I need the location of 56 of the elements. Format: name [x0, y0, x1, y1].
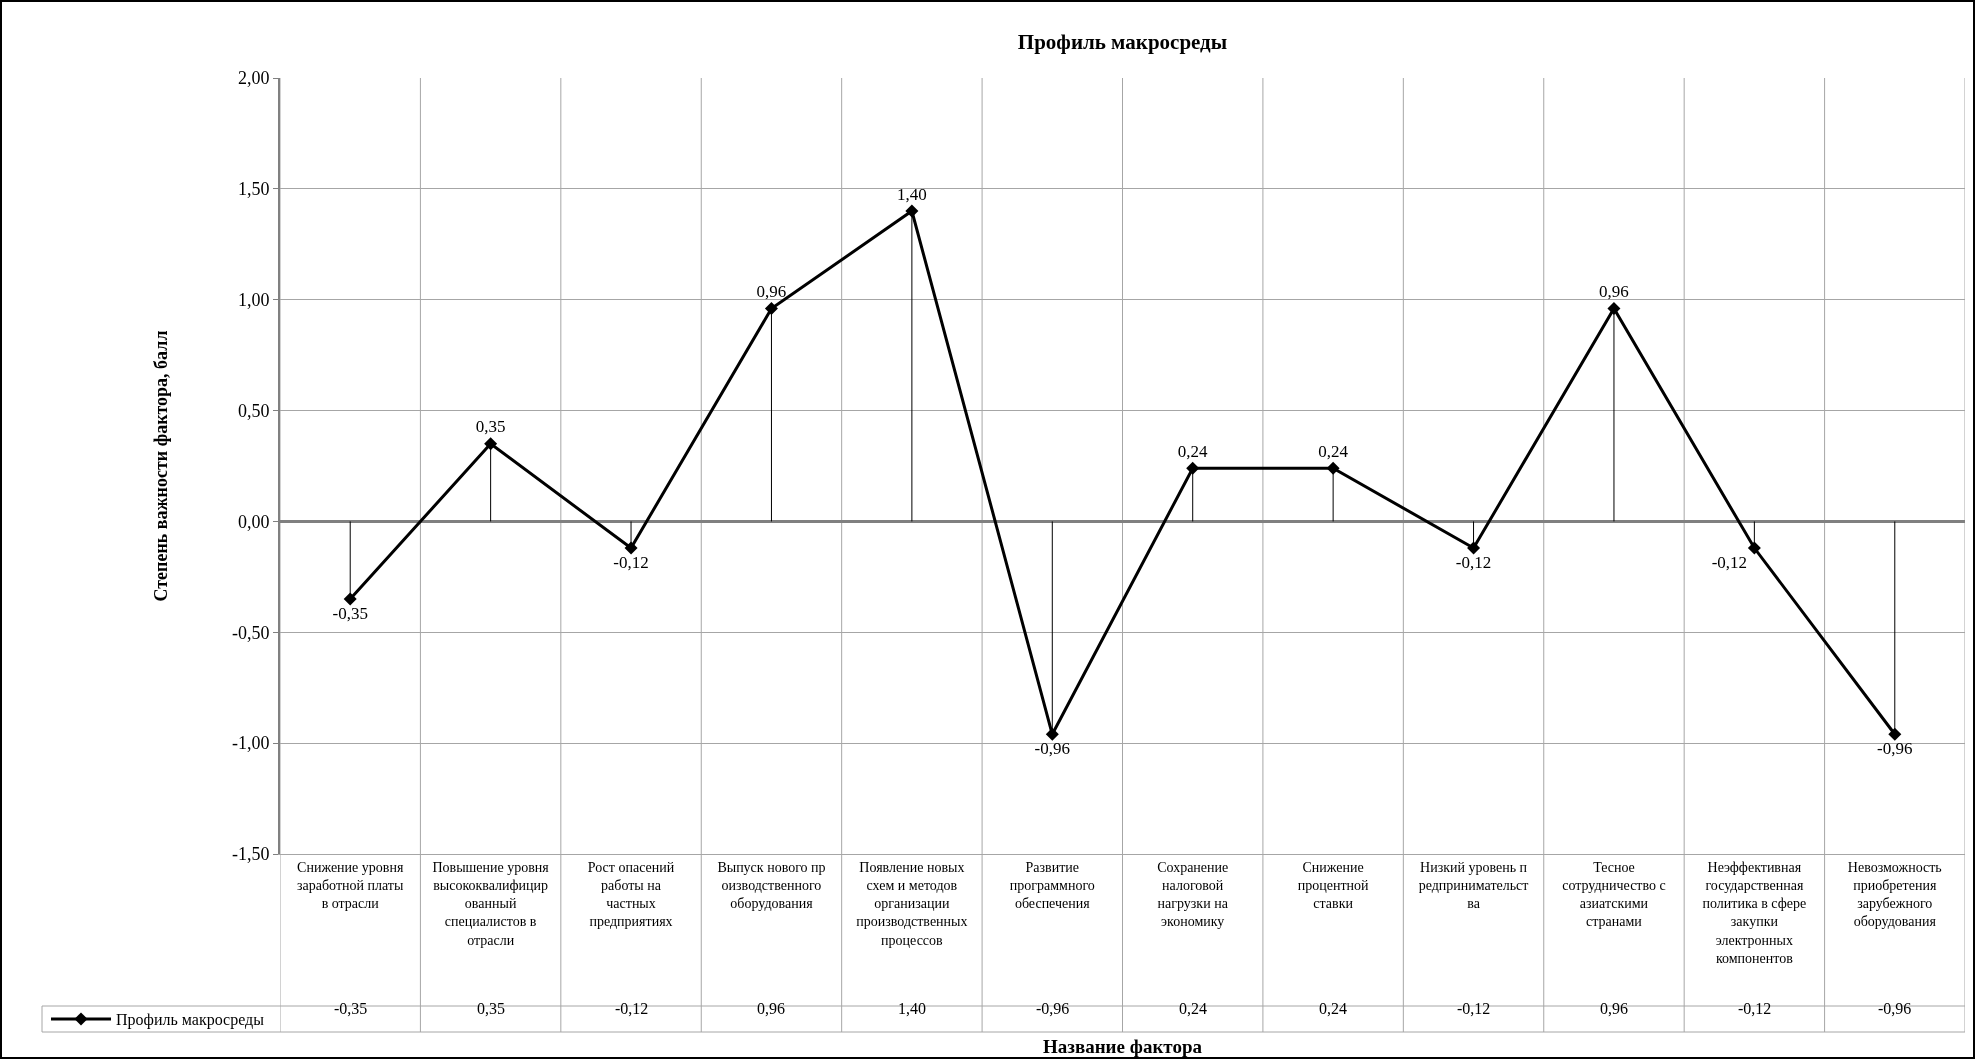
y-axis-title: Степень важности фактора, балл	[150, 330, 171, 602]
y-tick-label: 1,00	[237, 290, 270, 311]
x-tick-label: Снижение процентной ставки	[1297, 859, 1370, 912]
point	[1888, 727, 1902, 741]
point	[1747, 541, 1761, 555]
text: 0,96	[756, 282, 787, 302]
chart-title: Профиль макросреды	[1017, 30, 1228, 55]
data-label: -0,96	[1878, 1000, 1912, 1017]
text: -0,35	[332, 604, 368, 624]
y-tick-label: -0,50	[231, 622, 270, 643]
point	[343, 592, 357, 606]
text: Название фактора	[1043, 1036, 1203, 1057]
data-label: -0,12	[615, 1000, 649, 1017]
data-label: -0,96	[1036, 1000, 1070, 1017]
text: -0,96	[1034, 739, 1070, 759]
y-tick-label: -1,00	[231, 733, 270, 754]
point	[1045, 727, 1059, 741]
y-tick-label: 0,50	[237, 400, 270, 421]
point	[764, 302, 778, 316]
text: -0,12	[613, 553, 649, 573]
y-tick-label: 2,00	[237, 68, 270, 89]
text: 0,24	[1177, 441, 1208, 461]
data-label: 0,24	[1179, 1000, 1207, 1017]
x-tick-label: Выпуск нового производственного оборудования	[717, 859, 826, 912]
x-tick-label: Повышение уровня высококвалифицированный специалистов в отрасли	[432, 859, 550, 948]
text: -0,12	[1455, 553, 1492, 573]
x-tick-label: Низкий уровень предпринимательства	[1418, 859, 1529, 912]
text: -0,12	[1711, 553, 1748, 573]
data-label: -0,12	[1457, 1000, 1491, 1017]
x-tick-label: Сохранение налоговой нагрузки на экономику	[1157, 859, 1229, 930]
text: 1,40	[897, 184, 927, 204]
data-label: -0,12	[1738, 1000, 1772, 1017]
x-tick-label: Развитие программного обеспечения	[1009, 859, 1095, 912]
x-tick-label: Снижение уровня заработной платы в отрасли	[297, 859, 404, 912]
data-label: -0,35	[334, 1000, 368, 1017]
text: 0,35	[475, 417, 506, 437]
data-label: 1,40	[898, 1000, 926, 1017]
data-label: 0,96	[757, 1000, 785, 1017]
y-tick-label: 1,50	[237, 179, 270, 200]
point	[1467, 541, 1481, 555]
point	[484, 437, 498, 451]
point	[1186, 461, 1200, 475]
y-tick-label: -1,50	[231, 844, 270, 865]
data-label: 0,35	[477, 1000, 505, 1017]
text: -0,96	[1877, 739, 1913, 759]
y-tick-label: 0,00	[237, 511, 270, 532]
text: 0,96	[1599, 282, 1629, 302]
x-tick-label: Тесное сотрудничество с азиатскими странами	[1562, 859, 1666, 930]
data-label: 0,24	[1319, 1000, 1347, 1017]
x-tick-label: Неэффективная государственная политика в сфере закупки электронных компонентов	[1702, 859, 1807, 966]
text: 0,24	[1318, 441, 1349, 461]
legend-label: Профиль макросреды	[116, 1011, 265, 1030]
x-tick-label: Рост опасений работы на частных предприятиях	[587, 859, 675, 930]
data-label: 0,96	[1600, 1000, 1628, 1017]
x-tick-label: Невозможность приобретения зарубежного оборудования	[1847, 859, 1942, 930]
x-tick-label: Появление новых схем и методов организации производственных процессов	[856, 859, 968, 948]
